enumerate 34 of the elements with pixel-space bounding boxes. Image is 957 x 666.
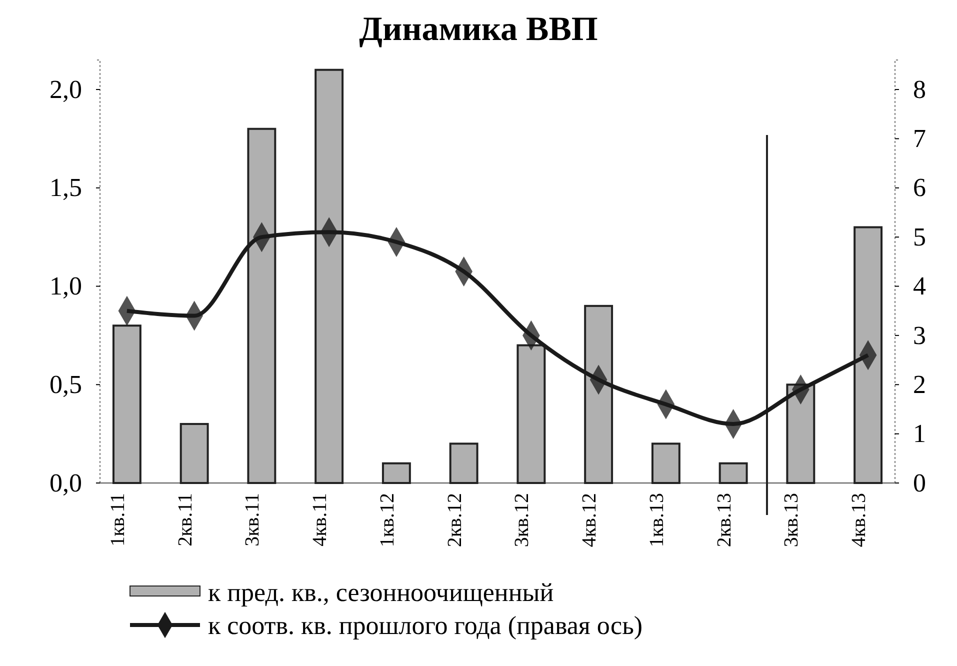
y-tick-label: 1,5 [50,173,82,202]
y-tick-label: 1,0 [50,272,82,301]
bar [180,422,209,484]
x-tick-label: 2кв.11 [174,493,196,546]
x-tick-label: 2кв.12 [444,493,466,548]
y2-tick-label: 8 [913,74,926,104]
y-tick-label: 0,0 [50,468,82,498]
y2-tick-label: 2 [913,370,926,399]
bar [718,462,748,484]
x-tick-label: 1кв.11 [106,493,129,546]
y2-tick-label: 6 [913,173,926,202]
y2-tick-label: 1 [913,419,926,448]
legend-label: к соотв. кв. прошлого года (правая ось) [208,611,643,640]
y2-tick-label: 4 [913,272,926,301]
x-tick-label: 1кв.13 [646,493,668,548]
bar [651,442,680,484]
x-tick-label: 3кв.11 [242,493,264,546]
x-tick-label: 3кв.12 [511,493,534,548]
y2-tick-label: 5 [913,222,926,252]
x-tick-label: 2кв.13 [713,493,736,548]
x-tick-label: 4кв.12 [578,493,601,548]
x-tick-label: 3кв.13 [780,493,803,548]
y2-tick-label: 0 [913,468,926,498]
x-tick-label: 4кв.11 [309,493,332,546]
x-tick-label: 1кв.12 [376,493,398,548]
bar [449,442,478,484]
bar [382,462,411,484]
x-tick-label: 4кв.13 [848,493,870,548]
chart-title: Динамика ВВП [359,11,598,48]
legend-label: к пред. кв., сезонноочищенный [208,578,554,607]
y2-tick-label: 3 [913,320,926,350]
y-tick-label: 2,0 [50,74,82,104]
y2-tick-label: 7 [913,124,926,154]
y-tick-label: 0,5 [50,370,82,399]
